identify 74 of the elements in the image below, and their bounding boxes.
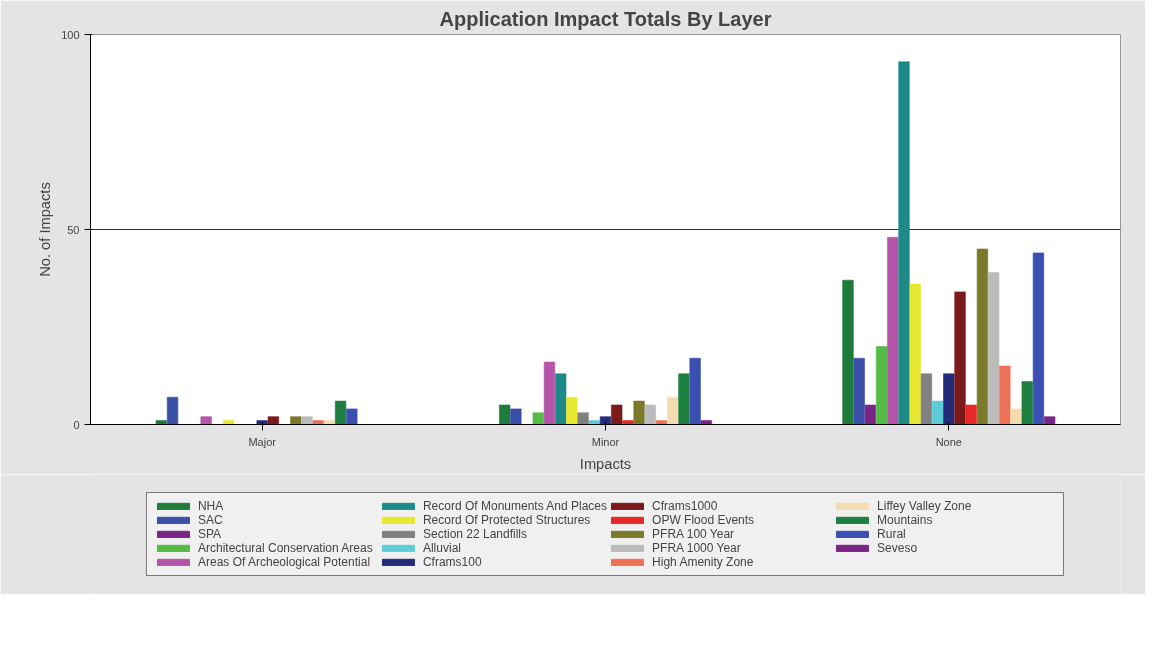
legend-label: PFRA 1000 Year bbox=[652, 541, 742, 555]
x-tick-label: Minor bbox=[591, 435, 620, 448]
bar bbox=[875, 346, 888, 425]
bar bbox=[510, 408, 522, 425]
y-axis-title: No. of Impacts bbox=[37, 182, 54, 277]
bar bbox=[1032, 252, 1045, 425]
bar bbox=[965, 404, 978, 425]
legend-label: Rural bbox=[877, 527, 907, 541]
bar bbox=[644, 404, 657, 425]
bar bbox=[1010, 408, 1022, 425]
legend-label: Record Of Monuments And Places bbox=[422, 499, 608, 513]
legend-label: Cframs1000 bbox=[652, 499, 719, 513]
legend-label: Cframs100 bbox=[422, 555, 483, 569]
legend-label: Areas Of Archeological Potential bbox=[197, 555, 372, 569]
bar bbox=[588, 420, 601, 425]
bar bbox=[222, 420, 235, 425]
bar bbox=[498, 404, 511, 425]
bar bbox=[931, 400, 944, 425]
bar bbox=[155, 420, 168, 425]
y-tick-label: 100 bbox=[61, 28, 80, 41]
bar bbox=[610, 404, 623, 425]
legend-label: Record Of Protected Structures bbox=[422, 513, 592, 527]
bar bbox=[909, 283, 922, 425]
bar bbox=[566, 396, 578, 425]
bar bbox=[166, 396, 179, 425]
bar bbox=[633, 400, 645, 425]
bar bbox=[1021, 381, 1034, 425]
y-tick-label: 50 bbox=[67, 223, 80, 236]
legend-label: Section 22 Landfills bbox=[422, 527, 529, 541]
bar bbox=[267, 416, 280, 425]
legend-label: Seveso bbox=[877, 541, 919, 555]
bar bbox=[886, 236, 899, 425]
bar bbox=[920, 373, 933, 425]
bar bbox=[689, 357, 701, 425]
bar bbox=[976, 248, 989, 425]
bar bbox=[312, 420, 325, 425]
bar bbox=[345, 408, 358, 425]
bar bbox=[700, 420, 713, 425]
x-tick-label: None bbox=[935, 435, 962, 448]
legend-label: Liffey Valley Zone bbox=[877, 499, 973, 513]
legend-label: Architectural Conservation Areas bbox=[197, 541, 374, 555]
legend-label: High Amenity Zone bbox=[652, 555, 755, 569]
x-tick-label: Major bbox=[248, 435, 277, 448]
bar bbox=[323, 420, 336, 425]
bar bbox=[599, 416, 612, 425]
legend-label: Alluvial bbox=[422, 541, 462, 555]
legend-label: Mountains bbox=[877, 513, 934, 527]
legend-label: SPA bbox=[197, 527, 223, 541]
bar bbox=[954, 291, 966, 425]
bar bbox=[898, 61, 910, 425]
bar bbox=[554, 373, 567, 425]
bar bbox=[289, 416, 302, 425]
legend-label: OPW Flood Events bbox=[652, 513, 756, 527]
bar bbox=[666, 396, 679, 425]
bar bbox=[987, 271, 1000, 425]
legend-label: PFRA 100 Year bbox=[652, 527, 736, 541]
bar bbox=[1043, 416, 1056, 425]
bar bbox=[678, 373, 690, 425]
bar bbox=[853, 357, 866, 425]
bar bbox=[543, 361, 556, 425]
bar bbox=[301, 416, 313, 425]
bar bbox=[999, 365, 1011, 425]
bar bbox=[577, 412, 589, 425]
bar bbox=[532, 412, 545, 425]
legend-label: NHA bbox=[197, 499, 225, 513]
bar bbox=[200, 416, 212, 425]
bar bbox=[943, 373, 955, 425]
bar bbox=[864, 404, 877, 425]
bar bbox=[842, 279, 854, 425]
x-axis-title: Impacts bbox=[579, 455, 632, 472]
y-tick-label: 0 bbox=[73, 418, 80, 431]
legend-label: SAC bbox=[197, 513, 224, 527]
bar bbox=[334, 400, 347, 425]
chart-title: Application Impact Totals By Layer bbox=[439, 7, 772, 30]
